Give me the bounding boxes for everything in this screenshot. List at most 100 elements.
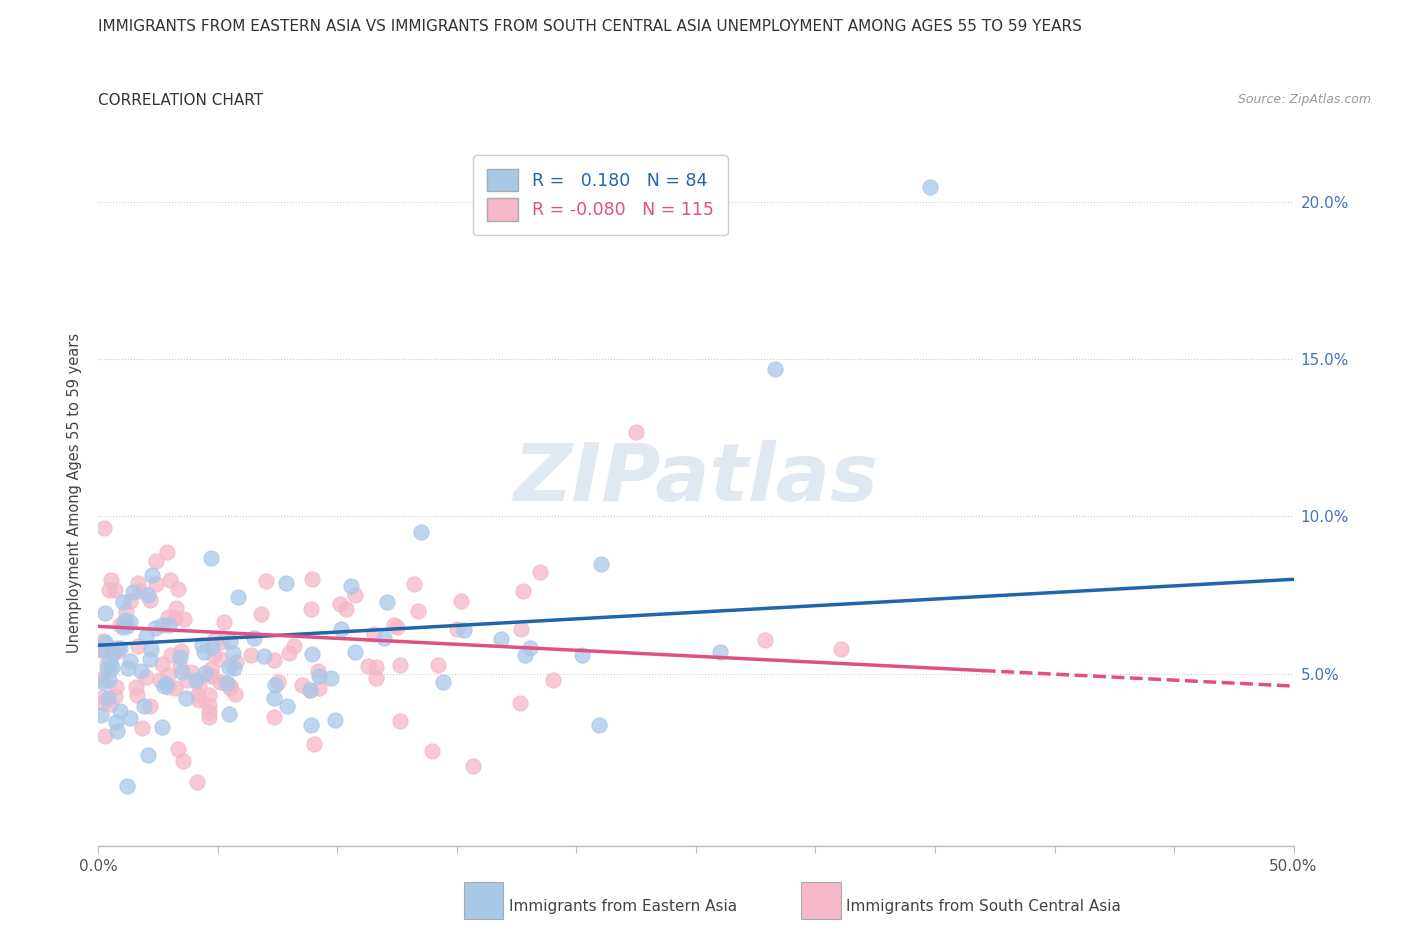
Point — [104, 582, 127, 597]
Point — [108, 703, 131, 718]
Point — [100, 659, 122, 674]
Point — [157, 610, 180, 625]
Point — [411, 525, 433, 539]
Point — [253, 648, 276, 663]
Point — [283, 639, 305, 654]
Point — [186, 672, 208, 687]
Point — [149, 672, 172, 687]
Point — [264, 678, 287, 693]
Point — [200, 551, 222, 565]
Point — [121, 584, 143, 599]
Point — [156, 679, 179, 694]
Point — [98, 663, 121, 678]
Point — [114, 612, 136, 627]
Point — [170, 644, 193, 659]
Point — [404, 577, 426, 591]
Point — [157, 618, 180, 632]
Point — [170, 664, 193, 679]
Point — [343, 644, 366, 659]
Point — [172, 753, 194, 768]
Point — [166, 741, 188, 756]
Point — [319, 671, 342, 685]
Point — [335, 602, 357, 617]
Text: Source: ZipAtlas.com: Source: ZipAtlas.com — [1237, 93, 1371, 106]
Point — [165, 601, 187, 616]
Point — [163, 680, 186, 695]
Point — [111, 619, 134, 634]
Point — [128, 583, 150, 598]
Point — [135, 629, 157, 644]
Point — [135, 670, 157, 684]
Point — [304, 737, 326, 751]
Legend: R =   0.180   N = 84, R = -0.080   N = 115: R = 0.180 N = 84, R = -0.080 N = 115 — [472, 155, 728, 234]
Point — [513, 648, 536, 663]
Point — [382, 618, 405, 632]
Point — [263, 691, 285, 706]
Point — [136, 587, 159, 602]
Point — [218, 659, 240, 674]
Point — [96, 657, 118, 671]
Point — [198, 687, 221, 702]
Point — [626, 424, 648, 439]
Point — [193, 644, 215, 659]
Point — [364, 671, 387, 685]
Point — [105, 714, 128, 729]
Point — [157, 668, 180, 683]
Point — [98, 654, 121, 669]
Point — [221, 646, 243, 661]
Point — [263, 653, 285, 668]
Point — [94, 729, 117, 744]
Point — [90, 708, 112, 723]
Point — [426, 658, 449, 672]
Point — [290, 677, 312, 692]
Point — [176, 672, 198, 687]
Point — [307, 663, 329, 678]
Point — [191, 637, 214, 652]
Point — [150, 657, 173, 671]
Point — [541, 673, 564, 688]
Text: Immigrants from South Central Asia: Immigrants from South Central Asia — [846, 899, 1122, 914]
Point — [201, 669, 224, 684]
Point — [308, 669, 330, 684]
Point — [115, 778, 138, 793]
Point — [139, 642, 162, 657]
Point — [141, 568, 163, 583]
Point — [194, 666, 217, 681]
Point — [263, 710, 285, 724]
Point — [131, 663, 153, 678]
Point — [224, 686, 246, 701]
Point — [120, 615, 142, 630]
Point — [489, 631, 512, 646]
Point — [254, 574, 277, 589]
Point — [432, 675, 454, 690]
Point — [299, 683, 322, 698]
Point — [299, 718, 322, 733]
Point — [93, 690, 115, 705]
Text: CORRELATION CHART: CORRELATION CHART — [98, 93, 263, 108]
Point — [209, 674, 232, 689]
Point — [308, 680, 330, 695]
Point — [93, 521, 115, 536]
Point — [97, 691, 120, 706]
Point — [211, 635, 233, 650]
Point — [461, 758, 484, 773]
Point — [90, 671, 112, 686]
Point — [299, 602, 322, 617]
Point — [90, 642, 112, 657]
Point — [115, 604, 138, 618]
Point — [212, 615, 235, 630]
Point — [363, 627, 385, 642]
Point — [125, 679, 148, 694]
Point — [200, 661, 222, 676]
Point — [519, 641, 541, 656]
Point — [108, 641, 131, 656]
Point — [145, 577, 167, 591]
Point — [105, 724, 128, 738]
Point — [105, 640, 128, 655]
Point — [357, 658, 380, 673]
Point — [159, 647, 181, 662]
Point — [450, 593, 472, 608]
Point — [219, 634, 242, 649]
Point — [159, 573, 181, 588]
Point — [198, 704, 221, 719]
